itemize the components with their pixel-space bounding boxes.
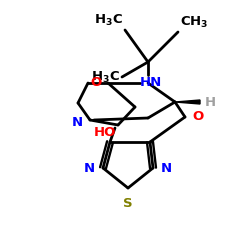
Text: N: N [161,162,172,174]
Text: O: O [91,76,102,90]
Text: S: S [123,197,133,210]
Text: $\mathregular{CH_3}$: $\mathregular{CH_3}$ [180,15,208,30]
Text: O: O [192,110,203,124]
Text: HO: HO [94,126,116,138]
Text: N: N [72,116,83,130]
Text: $\mathregular{H_3C}$: $\mathregular{H_3C}$ [94,13,123,28]
Polygon shape [175,100,200,104]
Text: HN: HN [140,76,162,90]
Text: $\mathregular{H_3C}$: $\mathregular{H_3C}$ [91,70,120,84]
Text: N: N [84,162,95,174]
Text: H: H [205,96,216,108]
